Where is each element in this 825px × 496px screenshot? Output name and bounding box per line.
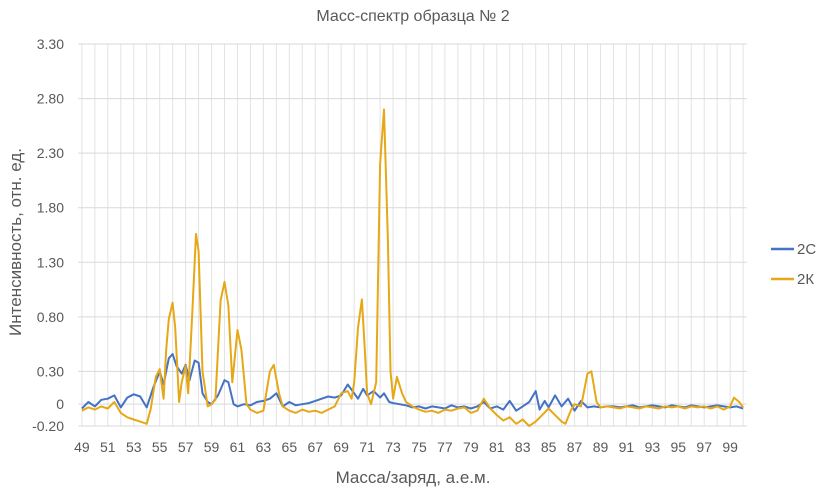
legend-label: 2С (797, 241, 816, 258)
x-tick-label: 79 (463, 439, 479, 455)
x-tick-label: 53 (126, 439, 142, 455)
x-axis-tick-labels: 49 51 53 55 57 59 61 63 65 67 69 71 73 75 77 79 81 83 85 87… (74, 439, 738, 455)
x-tick-label: 81 (489, 439, 505, 455)
x-tick-label: 69 (333, 439, 349, 455)
horizontal-gridlines (78, 43, 747, 427)
x-tick-label: 95 (670, 439, 686, 455)
x-tick-label: 59 (204, 439, 220, 455)
series-lines (81, 108, 744, 427)
x-tick-label: 63 (256, 439, 272, 455)
y-tick-label: 0 (56, 396, 64, 412)
x-axis-label: Масса/заряд, а.е.м. (336, 468, 491, 487)
x-tick-label: 57 (178, 439, 194, 455)
x-tick-label: 71 (359, 439, 375, 455)
y-tick-label: 0.80 (37, 309, 64, 325)
x-tick-label: 87 (567, 439, 583, 455)
y-tick-label: -0.20 (32, 418, 64, 434)
x-tick-label: 49 (74, 439, 90, 455)
y-tick-label: 1.30 (37, 254, 64, 270)
x-tick-label: 83 (515, 439, 531, 455)
y-tick-label: 2.80 (37, 91, 64, 107)
y-tick-label: 2.30 (37, 145, 64, 161)
chart-legend: 2С 2К (771, 241, 816, 288)
x-tick-label: 65 (282, 439, 298, 455)
y-tick-label: 1.80 (37, 200, 64, 216)
x-tick-label: 55 (152, 439, 168, 455)
vertical-gridlines (81, 44, 744, 426)
x-tick-label: 73 (385, 439, 401, 455)
x-tick-label: 93 (645, 439, 661, 455)
x-tick-label: 67 (307, 439, 323, 455)
legend-label: 2К (797, 271, 814, 288)
x-tick-label: 75 (411, 439, 427, 455)
x-tick-label: 99 (722, 439, 738, 455)
series-line-2 (81, 108, 744, 427)
chart-title: Масс-спектр образца № 2 (316, 8, 509, 25)
x-tick-label: 85 (541, 439, 557, 455)
x-tick-label: 89 (593, 439, 609, 455)
x-tick-label: 97 (696, 439, 712, 455)
x-tick-label: 91 (619, 439, 635, 455)
y-axis-tick-labels: 3.30 2.80 2.30 1.80 1.30 0.80 0.30 0 -0.20 (32, 36, 64, 434)
y-tick-label: 3.30 (37, 36, 64, 52)
x-tick-label: 77 (437, 439, 453, 455)
x-tick-label: 61 (230, 439, 246, 455)
y-axis-label: Интенсивность, отн. ед. (6, 148, 25, 336)
x-tick-label: 51 (100, 439, 116, 455)
y-tick-label: 0.30 (37, 363, 64, 379)
